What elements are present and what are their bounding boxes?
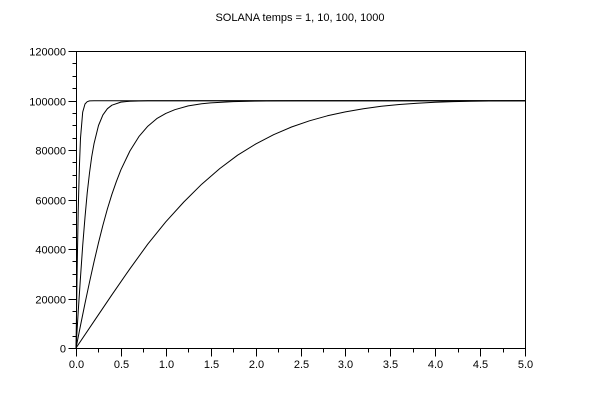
y-tick-label: 80000 [35, 146, 66, 158]
series-line-1 [75, 100, 525, 349]
y-tick-label: 20000 [35, 295, 66, 307]
x-tick-label: 2.0 [249, 359, 264, 371]
chart-title: SOLANA temps = 1, 10, 100, 1000 [215, 12, 385, 24]
x-tick-label: 5.0 [518, 359, 533, 371]
x-tick-label: 1.5 [204, 359, 219, 371]
x-tick-label: 3.0 [338, 359, 353, 371]
x-tick-label: 0.5 [114, 359, 129, 371]
x-tick-label: 4.0 [428, 359, 443, 371]
y-tick-label: 120000 [29, 47, 66, 59]
y-tick-label: 100000 [29, 97, 66, 109]
y-tick-label: 0 [60, 344, 66, 356]
series-line-2 [75, 100, 525, 349]
y-tick-label: 40000 [35, 245, 66, 257]
series-line-3 [75, 100, 525, 349]
x-tick-label: 0.0 [69, 359, 84, 371]
x-tick-label: 3.5 [383, 359, 398, 371]
series-line-4 [75, 100, 526, 349]
x-tick-label: 4.5 [473, 359, 488, 371]
x-tick-label: 2.5 [294, 359, 309, 371]
y-tick-label: 60000 [35, 196, 66, 208]
plot-box [76, 51, 526, 349]
x-tick-label: 1.0 [159, 359, 174, 371]
